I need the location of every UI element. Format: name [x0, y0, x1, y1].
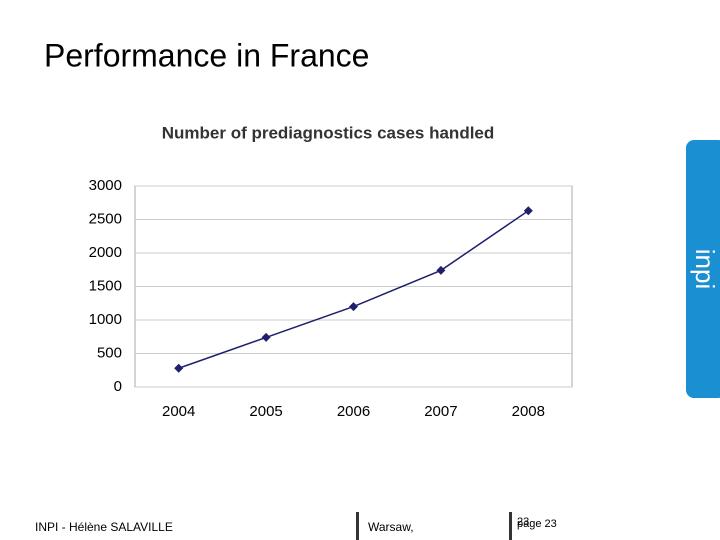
data-point — [261, 332, 271, 342]
x-tick-label: 2008 — [512, 403, 545, 420]
y-tick-label: 0 — [114, 378, 122, 395]
footer-place: Warsaw, — [368, 520, 414, 534]
y-tick-label: 1000 — [89, 311, 122, 328]
data-point — [436, 265, 446, 275]
slide-title: Performance in France — [44, 37, 369, 73]
data-point — [174, 363, 184, 373]
x-tick-label: 2005 — [249, 403, 282, 420]
data-point — [349, 302, 358, 312]
y-tick-label: 1500 — [89, 277, 122, 294]
x-tick-label: 2004 — [162, 403, 195, 420]
series-line — [178, 210, 529, 369]
y-tick-label: 2500 — [89, 210, 122, 227]
y-tick-label: 500 — [97, 344, 122, 361]
y-tick-label: 2000 — [89, 244, 122, 261]
x-tick-label: 2006 — [337, 403, 370, 420]
data-point — [523, 206, 533, 216]
x-tick-label: 2007 — [424, 403, 457, 420]
footer-author: INPI - Hélène SALAVILLE — [35, 520, 173, 534]
footer-divider — [509, 512, 512, 540]
logo-text: inpi — [690, 249, 720, 289]
footer-number: 23 — [517, 516, 529, 528]
footer-divider — [356, 512, 359, 540]
y-tick-label: 3000 — [89, 177, 122, 194]
chart-title: Number of prediagnostics cases handled — [162, 123, 495, 142]
footer-page: page 23 — [517, 518, 557, 530]
logo-bar — [686, 140, 720, 398]
